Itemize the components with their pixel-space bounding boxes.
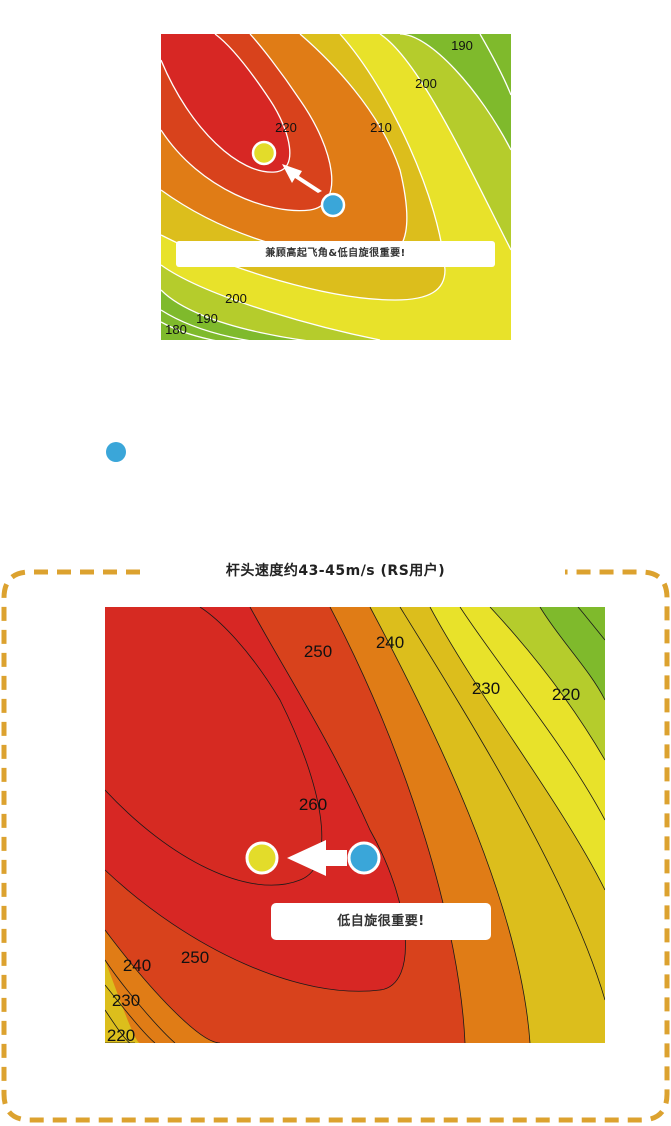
arrow-icon xyxy=(287,840,347,876)
contour-label: 220 xyxy=(275,120,297,135)
bottom-annotation: 低自旋很重要! xyxy=(271,903,491,940)
bottom-contour-labels: 250 240 230 220 260 240 250 230 220 xyxy=(107,633,580,1045)
contour-label: 220 xyxy=(107,1026,135,1045)
top-chart-markers xyxy=(251,140,346,218)
lone-marker xyxy=(106,442,126,462)
contour-label: 190 xyxy=(451,38,473,53)
contour-label: 230 xyxy=(472,679,500,698)
contour-label: 220 xyxy=(552,685,580,704)
bottom-contour-regions xyxy=(105,607,605,1043)
contour-label: 240 xyxy=(123,956,151,975)
current-marker xyxy=(347,841,381,875)
contour-label: 250 xyxy=(304,642,332,661)
top-contour-regions xyxy=(161,34,511,340)
contour-label: 230 xyxy=(112,991,140,1010)
contour-label: 260 xyxy=(299,795,327,814)
top-contour-labels: 190 200 210 220 200 190 180 xyxy=(165,38,473,337)
section-title: 杆头速度约43-45m/s (RS用户) xyxy=(225,563,446,579)
arrow-icon xyxy=(282,164,322,193)
bottom-chart-markers xyxy=(245,840,381,876)
top-annotation: 兼顾高起飞角&低自旋很重要! xyxy=(176,241,495,267)
target-marker xyxy=(245,841,279,875)
contour-label: 250 xyxy=(181,948,209,967)
current-marker xyxy=(320,192,346,218)
contour-label: 210 xyxy=(370,120,392,135)
contour-label: 200 xyxy=(225,291,247,306)
contour-label: 190 xyxy=(196,311,218,326)
target-marker xyxy=(251,140,277,166)
contour-label: 200 xyxy=(415,76,437,91)
contour-label: 240 xyxy=(376,633,404,652)
dashed-frame xyxy=(1,569,670,1123)
contour-label: 180 xyxy=(165,322,187,337)
